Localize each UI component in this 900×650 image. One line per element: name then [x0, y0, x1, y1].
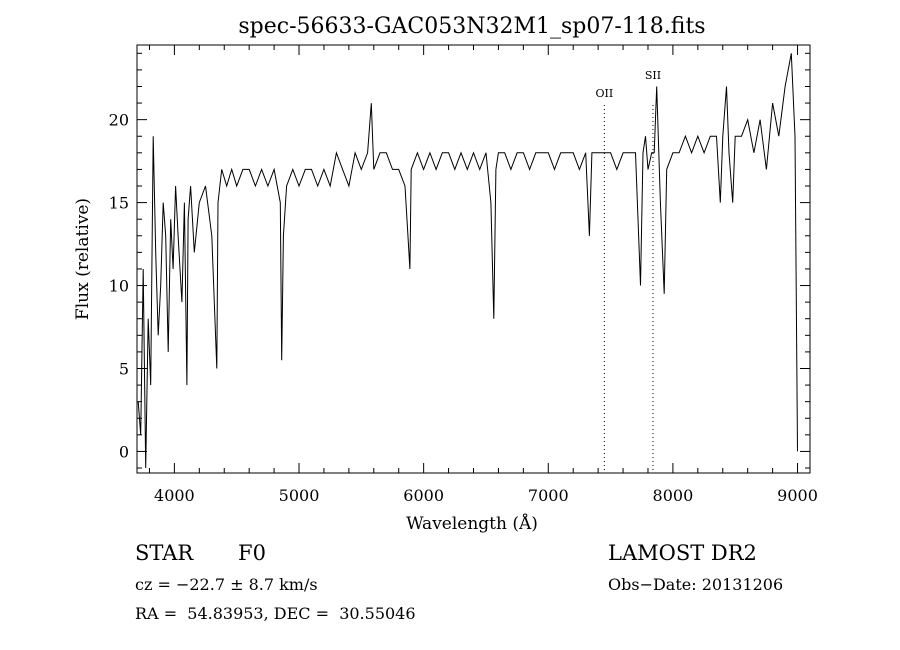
x-tick-label: 4000 — [154, 486, 195, 505]
y-tick-label: 20 — [109, 111, 129, 130]
y-axis-label: Flux (relative) — [73, 198, 93, 320]
y-tick-label: 0 — [119, 442, 129, 461]
marker-label: SII — [645, 69, 661, 82]
x-tick-label: 8000 — [653, 486, 694, 505]
x-tick-label: 5000 — [279, 486, 320, 505]
x-axis-label: Wavelength (Å) — [406, 513, 538, 534]
redshift-velocity: cz = −22.7 ± 8.7 km/s — [135, 575, 318, 594]
spectrum-line — [137, 53, 798, 469]
observation-date: Obs−Date: 20131206 — [608, 575, 784, 594]
y-tick-label: 5 — [119, 359, 129, 378]
x-tick-label: 7000 — [528, 486, 569, 505]
axis-ticks — [137, 45, 810, 473]
x-tick-label: 9000 — [777, 486, 818, 505]
line-markers: OII SII — [596, 69, 661, 473]
y-tick-label: 10 — [109, 277, 129, 296]
survey-name: LAMOST DR2 — [608, 541, 757, 565]
marker-label: OII — [596, 87, 614, 100]
y-tick-label: 15 — [109, 194, 129, 213]
subclass: F0 — [238, 541, 266, 565]
plot-frame — [136, 44, 811, 474]
chart-title: spec-56633-GAC053N32M1_sp07-118.fits — [238, 14, 705, 39]
coordinates: RA = 54.83953, DEC = 30.55046 — [135, 604, 416, 623]
x-tick-label: 6000 — [403, 486, 444, 505]
object-class: STAR — [135, 541, 194, 565]
